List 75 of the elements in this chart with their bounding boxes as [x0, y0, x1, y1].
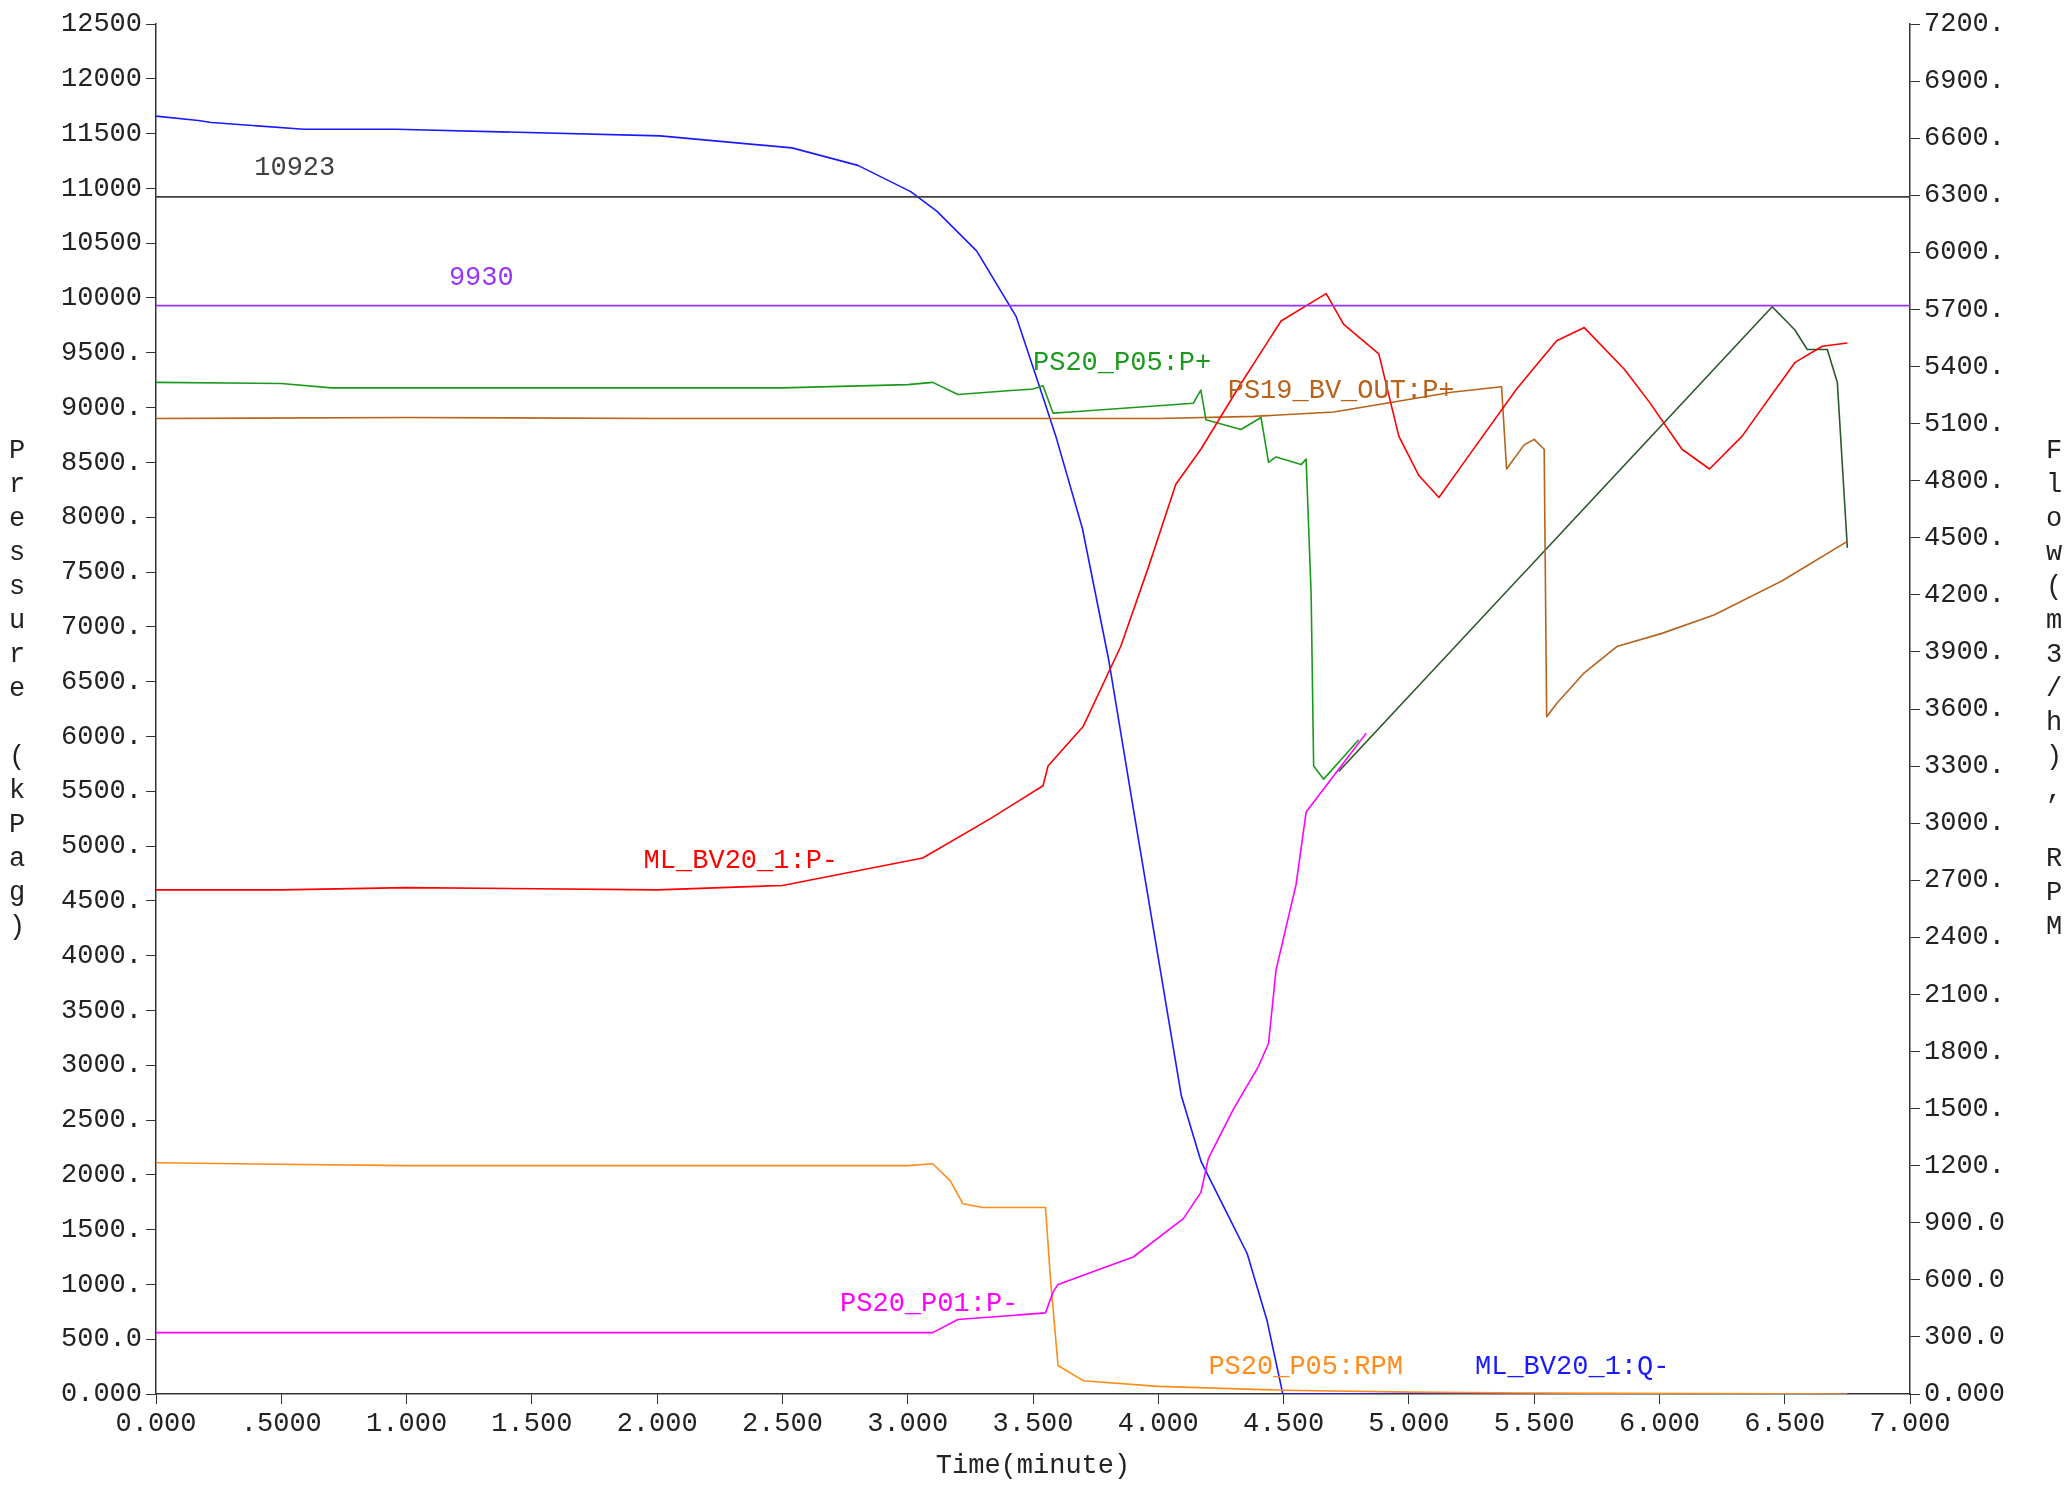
y2-tick-label: 3600. [1924, 694, 2006, 725]
y-tick-label: 1000. [60, 1269, 142, 1300]
y-tick-label: 7000. [60, 611, 142, 642]
x-tick-label: 7.000 [1869, 1409, 1951, 1440]
y2-tick-label: 600.0 [1924, 1264, 2006, 1295]
x-tick-label: 3.500 [992, 1409, 1074, 1440]
y2-tick-label: 6900. [1924, 66, 2006, 97]
y-tick-label: 9000. [60, 392, 142, 423]
y-tick-label: 8500. [60, 447, 142, 478]
y2-tick-label: 3300. [1924, 751, 2006, 782]
y2-tick-label: 7200. [1924, 9, 2006, 40]
y-tick-label: 4000. [60, 940, 142, 971]
y2-tick-label: 6000. [1924, 237, 2006, 268]
y-tick-label: 1500. [60, 1214, 142, 1245]
y2-tick-label: 6300. [1924, 180, 2006, 211]
y2-tick-label: 1800. [1924, 1036, 2006, 1067]
x-tick-label: 1.000 [366, 1409, 448, 1440]
x-tick-label: 4.000 [1117, 1409, 1199, 1440]
x-tick-label: 2.500 [741, 1409, 823, 1440]
y2-tick-label: 3900. [1924, 637, 2006, 668]
y-tick-label: 5500. [60, 776, 142, 807]
y-tick-label: 3000. [60, 1050, 142, 1081]
y2-tick-label: 4500. [1924, 522, 2006, 553]
y2-tick-label: 5100. [1924, 408, 2006, 439]
x-axis-title: Time(minute) [935, 1451, 1131, 1482]
y2-tick-label: 2700. [1924, 865, 2006, 896]
x-tick-label: 0.000 [115, 1409, 197, 1440]
y-tick-label: 12000 [60, 63, 142, 94]
y2-tick-label: 6600. [1924, 123, 2006, 154]
x-tick-label: .5000 [240, 1409, 322, 1440]
x-tick-label: 1.500 [491, 1409, 573, 1440]
y-tick-label: 0.000 [60, 1379, 142, 1410]
y2-tick-label: 2100. [1924, 979, 2006, 1010]
y-tick-label: 6000. [60, 721, 142, 752]
y-tick-label: 5000. [60, 831, 142, 862]
x-tick-label: 6.500 [1744, 1409, 1826, 1440]
x-tick-label: 3.000 [867, 1409, 949, 1440]
y2-tick-label: 3000. [1924, 808, 2006, 839]
y-tick-label: 11000 [60, 173, 142, 204]
y2-tick-label: 5400. [1924, 351, 2006, 382]
y-tick-label: 10000 [60, 283, 142, 314]
text: Flow(m3/h), RPM [2045, 436, 2063, 943]
y-tick-label: 4500. [60, 885, 142, 916]
y-tick-label: 3500. [60, 995, 142, 1026]
ref-line-label: 10923 [254, 153, 336, 184]
y-tick-label: 6500. [60, 666, 142, 697]
y2-tick-label: 2400. [1924, 922, 2006, 953]
y-tick-label: 2000. [60, 1159, 142, 1190]
series-label: PS20_P01:P- [840, 1288, 1019, 1319]
y2-tick-label: 1500. [1924, 1093, 2006, 1124]
y2-tick-label: 4800. [1924, 465, 2006, 496]
y-tick-label: 12500 [60, 9, 142, 40]
y-tick-label: 2500. [60, 1105, 142, 1136]
x-tick-label: 4.500 [1243, 1409, 1325, 1440]
y-tick-label: 8000. [60, 502, 142, 533]
y-tick-label: 7500. [60, 557, 142, 588]
ref-line-label: 9930 [448, 262, 514, 293]
y-tick-label: 500.0 [60, 1324, 142, 1355]
x-tick-label: 5.500 [1493, 1409, 1575, 1440]
y2-tick-label: 4200. [1924, 579, 2006, 610]
y2-tick-label: 0.000 [1924, 1379, 2006, 1410]
series-label: ML_BV20_1:P- [643, 846, 839, 877]
y-tick-label: 10500 [60, 228, 142, 259]
text: Pressure (kPag) [8, 436, 26, 943]
y-tick-label: 9500. [60, 337, 142, 368]
y2-tick-label: 300.0 [1924, 1322, 2006, 1353]
y2-tick-label: 5700. [1924, 294, 2006, 325]
series-label: ML_BV20_1:Q- [1475, 1351, 1670, 1382]
y2-tick-label: 1200. [1924, 1150, 2006, 1181]
x-tick-label: 5.000 [1368, 1409, 1450, 1440]
x-tick-label: 2.000 [616, 1409, 698, 1440]
y-tick-label: 11500 [60, 118, 142, 149]
y2-tick-label: 900.0 [1924, 1207, 2006, 1238]
series-label: PS20_P05:P+ [1033, 347, 1212, 378]
x-tick-label: 6.000 [1618, 1409, 1700, 1440]
